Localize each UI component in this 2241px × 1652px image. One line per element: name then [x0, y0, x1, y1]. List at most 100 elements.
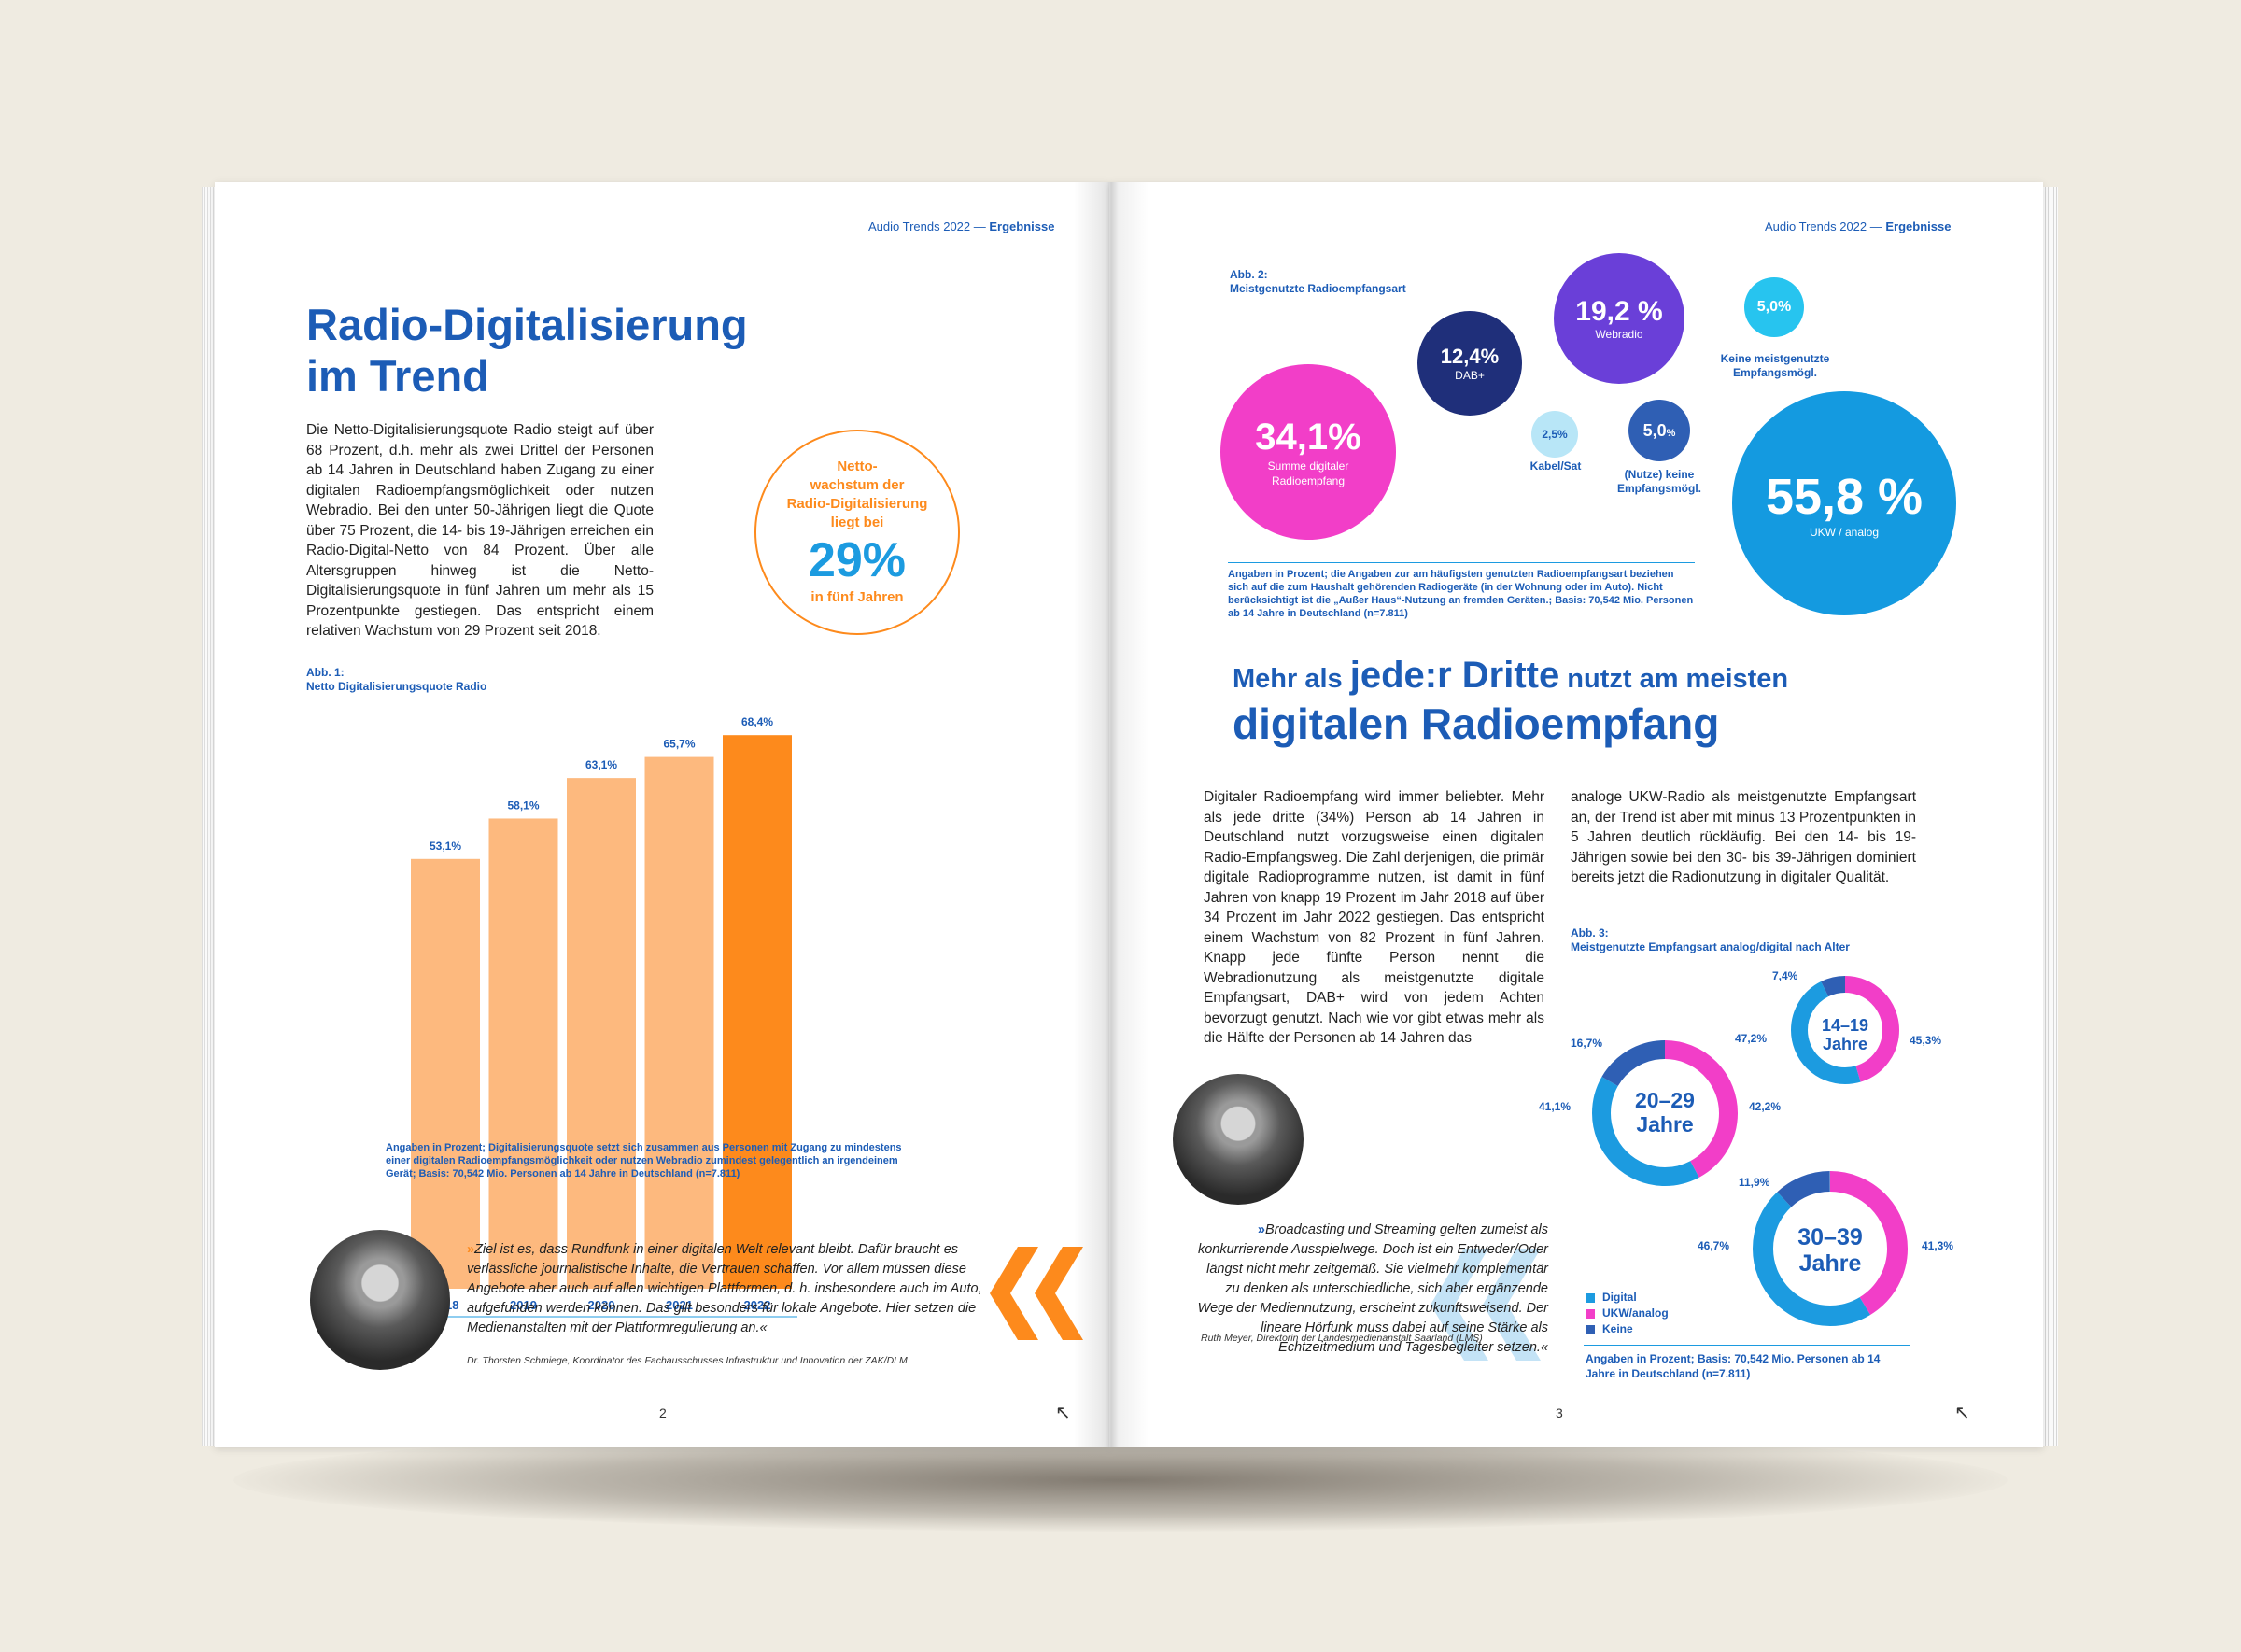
legend-ukw: UKW/analog: [1586, 1306, 1669, 1321]
intro-paragraph: Die Netto-Digitalisierungsquote Radio st…: [306, 422, 654, 639]
bubble-label: Summe digitaler Radioempfang: [1267, 459, 1349, 487]
bubble-no-reception: 5,0%: [1628, 400, 1690, 461]
left-page: Audio Trends 2022 — Ergebnisse Radio-Dig…: [215, 182, 1109, 1447]
quote-author-left: Dr. Thorsten Schmiege, Koordinator des F…: [467, 1355, 908, 1366]
running-header-left: Audio Trends 2022 — Ergebnisse: [868, 219, 1055, 233]
callout-value: 29%: [808, 533, 907, 587]
bar-value-label: 63,1%: [585, 758, 617, 771]
figure-3-note: Angaben in Prozent; Basis: 70,542 Mio. P…: [1586, 1352, 1881, 1380]
bar-value-label: 58,1%: [507, 798, 539, 812]
donut-30-39: [1753, 1171, 1908, 1326]
donut-20-29-keine-label: 16,7%: [1571, 1037, 1603, 1050]
quote-author-right: Ruth Meyer, Direktorin der Landesmediena…: [1201, 1333, 1483, 1344]
bar-value-label: 53,1%: [430, 840, 461, 853]
bar-2022: [723, 735, 792, 1289]
bubble-value: 5,0%: [1756, 299, 1792, 315]
donut-20-29-digital-label: 41,1%: [1539, 1100, 1572, 1113]
page-number: 3: [1556, 1405, 1563, 1420]
donut-14-19: [1791, 976, 1899, 1084]
bar-category-label: 2020: [588, 1298, 615, 1312]
section-headline: Mehr als jede:r Dritte nutzt am meisten …: [1233, 655, 1789, 748]
donut-segment-digital: [1791, 976, 1899, 1084]
bubble-digital-total: 34,1% Summe digitaler Radioempfang: [1220, 364, 1396, 540]
donut-14-19-center: 14–19 Jahre: [1821, 1016, 1869, 1053]
quote-text-right: »Broadcasting und Streaming gelten zumei…: [1197, 1222, 1548, 1355]
bubble-kabel-sat-label: Kabel/Sat: [1529, 459, 1582, 473]
bubble-value: 2,5%: [1542, 428, 1568, 441]
quote-text-left: »Ziel ist es, dass Rundfunk in einer dig…: [467, 1242, 982, 1335]
bubble-ukw: 55,8 % UKW / analog: [1732, 391, 1956, 615]
callout-line: Radio-Digitalisierung: [786, 496, 928, 512]
bar-2020: [567, 778, 636, 1289]
right-page: Audio Trends 2022 — Ergebnisse Abb. 2: Me…: [1109, 182, 2043, 1447]
bubble-kabel-sat: 2,5%: [1531, 411, 1578, 458]
donut-30-39-keine-label: 11,9%: [1739, 1176, 1770, 1189]
back-arrow-icon[interactable]: ↖: [1055, 1403, 1071, 1423]
donut-14-19-keine-label: 7,4%: [1772, 969, 1798, 982]
legend-keine: Keine: [1586, 1321, 1669, 1337]
author-photo: [310, 1230, 450, 1370]
body-column-1: Digitaler Radioempfang wird immer belieb…: [1204, 789, 1544, 1046]
donut-segment-digital: [1592, 1040, 1738, 1186]
bubble-unit: %: [1666, 427, 1676, 439]
bubble-value: 55,8 %: [1765, 469, 1924, 525]
figure-1-note: Angaben in Prozent; Digitalisierungsquot…: [386, 1142, 902, 1179]
donut-segment-keine: [1592, 1040, 1738, 1186]
donut-30-39-ukw-label: 41,3%: [1922, 1239, 1954, 1252]
back-arrow-icon[interactable]: ↖: [1954, 1403, 1970, 1423]
callout-line: liegt bei: [830, 515, 884, 530]
donut-legend: Digital UKW/analog Keine: [1586, 1290, 1669, 1337]
page-title: Radio-Digitalisierung im Trend: [306, 300, 748, 401]
donut-20-29-center: 20–29 Jahre: [1635, 1088, 1695, 1137]
donut-30-39-center: 30–39 Jahre: [1797, 1224, 1863, 1277]
divider: [1584, 1345, 1910, 1346]
bubble-dab: 12,4% DAB+: [1417, 311, 1522, 416]
donut-segment-digital: [1753, 1171, 1908, 1326]
bubble-label: Webradio: [1595, 328, 1643, 341]
bar-category-label: 2022: [744, 1298, 771, 1312]
donut-20-29: [1592, 1040, 1738, 1186]
bar-2019: [488, 818, 558, 1289]
page-number: 2: [659, 1405, 667, 1420]
bar-2018: [411, 858, 480, 1289]
figure-2-note: Angaben in Prozent; die Angaben zur am h…: [1228, 569, 1694, 619]
bar-value-label: 68,4%: [741, 715, 773, 728]
bar-category-label: 2021: [666, 1298, 693, 1312]
author-photo: [1173, 1074, 1304, 1205]
page-edges-left: [202, 187, 215, 1446]
bar-value-label: 65,7%: [663, 738, 695, 751]
bubble-none-preferred-label: Keine meistgenutzte Empfangsmögl.: [1720, 352, 1830, 379]
figure-2-caption: Abb. 2: Meistgenutzte Radioempfangsart: [1230, 268, 1406, 295]
bubble-value: 12,4%: [1440, 345, 1500, 368]
bubble-no-reception-label: (Nutze) keine Empfangsmögl.: [1616, 468, 1701, 495]
bubble-value: 34,1%: [1255, 417, 1361, 458]
bar-2021: [644, 756, 714, 1289]
bubble-value: 19,2 %: [1575, 296, 1663, 327]
legend-digital: Digital: [1586, 1290, 1669, 1306]
donut-30-39-digital-label: 46,7%: [1698, 1239, 1730, 1252]
donut-14-19-ukw-label: 45,3%: [1910, 1034, 1942, 1047]
divider: [1228, 562, 1695, 563]
figure-3-caption: Abb. 3: Meistgenutzte Empfangsart analog/…: [1571, 926, 1850, 953]
donut-20-29-ukw-label: 42,2%: [1749, 1100, 1782, 1113]
bar-category-label: 2019: [510, 1298, 537, 1312]
quote-chevron-icon: [990, 1247, 1083, 1340]
callout-line: Netto-: [837, 459, 878, 474]
bubble-label: DAB+: [1455, 369, 1485, 382]
callout-line: wachstum der: [810, 477, 905, 493]
callout-line: in fünf Jahren: [810, 589, 904, 605]
quote-chevron-icon: [1431, 1249, 1541, 1361]
bubble-value: 5,0: [1642, 420, 1667, 440]
donut-segment-keine: [1791, 976, 1899, 1084]
running-header-right: Audio Trends 2022 — Ergebnisse: [1765, 219, 1952, 233]
bubble-none-preferred: 5,0%: [1744, 277, 1804, 337]
donut-segment-keine: [1753, 1171, 1908, 1326]
donut-14-19-digital-label: 47,2%: [1735, 1032, 1768, 1045]
figure-1-caption: Abb. 1: Netto Digitalisierungsquote Radio: [306, 666, 487, 693]
bar-chart: 53,1%201858,1%201963,1%202065,7%202168,4…: [405, 715, 797, 1318]
body-column-2: analoge UKW-Radio als meistgenutzte Empf…: [1571, 789, 1916, 885]
growth-callout-circle: Netto- wachstum der Radio-Digitalisierun…: [754, 430, 960, 635]
bubble-label: UKW / analog: [1809, 526, 1880, 539]
page-edges-right: [2043, 187, 2058, 1446]
bubble-webradio: 19,2 % Webradio: [1554, 253, 1684, 384]
